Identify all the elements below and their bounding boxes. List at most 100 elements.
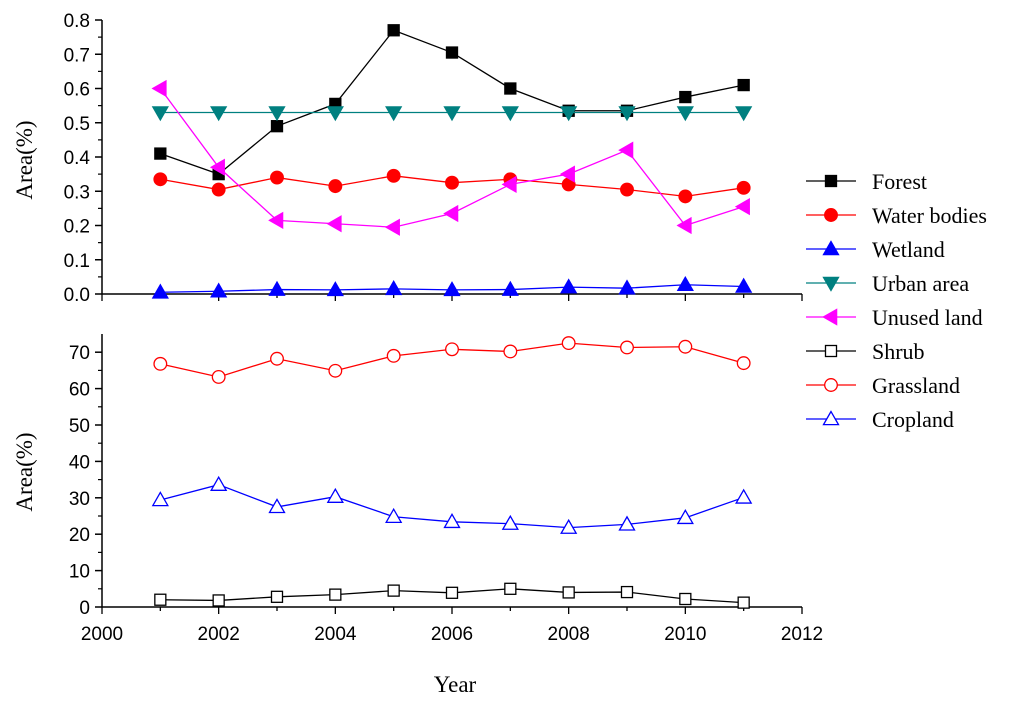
y-tick-label: 0.1	[64, 251, 90, 272]
data-point-urban-area	[443, 106, 461, 122]
data-point-shrub	[387, 584, 400, 597]
data-point-forest	[387, 24, 400, 37]
data-point-shrub	[212, 594, 225, 607]
data-point-water-bodies	[211, 182, 226, 197]
legend-item-urban-area: Urban area	[806, 271, 969, 296]
data-point-grassland	[503, 344, 518, 359]
legend-label: Urban area	[872, 271, 969, 296]
y-tick-label: 0.0	[64, 285, 90, 306]
legend-item-shrub: Shrub	[806, 339, 925, 364]
data-point-unused-land	[734, 198, 750, 216]
x-tick-label: 2010	[664, 624, 706, 645]
data-point-forest	[737, 78, 750, 92]
legend-marker	[824, 208, 838, 222]
data-point-wetland	[501, 280, 519, 296]
data-point-grassland	[561, 336, 576, 351]
data-point-water-bodies	[328, 179, 343, 194]
data-point-water-bodies	[386, 168, 401, 183]
data-point-shrub	[620, 585, 634, 599]
data-point-wetland	[326, 281, 344, 297]
legend-marker	[822, 410, 840, 426]
legend-item-grassland: Grassland	[806, 373, 960, 398]
data-point-grassland	[445, 342, 459, 357]
data-point-water-bodies	[678, 189, 693, 204]
legend-label: Shrub	[872, 339, 925, 364]
legend-item-water-bodies: Water bodies	[806, 203, 987, 228]
data-point-urban-area	[501, 106, 519, 122]
legend-marker	[822, 276, 840, 292]
data-point-forest	[504, 82, 517, 95]
data-point-wetland	[268, 280, 286, 296]
data-point-cropland	[501, 514, 519, 530]
data-point-grassland	[678, 339, 693, 354]
data-point-unused-land	[443, 204, 459, 223]
legend-item-wetland: Wetland	[806, 237, 945, 262]
y-tick-label: 50	[69, 416, 90, 437]
y-tick-label: 0.4	[64, 148, 91, 169]
data-point-wetland	[735, 277, 753, 293]
data-point-wetland	[385, 280, 403, 296]
top-panel: 0.0 0.1 0.2 0.3 0.4 0.5 0.6 0.7 0.8 Area(%)	[12, 11, 803, 306]
data-point-water-bodies	[620, 182, 634, 197]
data-point-shrub	[445, 586, 459, 599]
x-tick-label: 2008	[548, 624, 590, 645]
data-point-wetland	[443, 281, 461, 297]
legend-label: Forest	[872, 169, 927, 194]
data-point-cropland	[618, 515, 636, 531]
data-point-unused-land	[618, 141, 634, 159]
data-point-water-bodies	[445, 175, 459, 190]
y-tick-label: 0.3	[64, 182, 90, 203]
bottom-panel: 0 10 20 30 40 50 60 70 2000 2002 2004 2006 2008 2010 2…	[12, 334, 823, 697]
data-point-shrub	[504, 582, 517, 595]
y-tick-label: 40	[69, 452, 90, 473]
data-point-shrub	[562, 586, 575, 599]
y-tick-label: 0.5	[64, 114, 90, 135]
data-point-grassland	[620, 340, 634, 355]
y-tick-label: 0.8	[64, 11, 90, 32]
legend-item-forest: Forest	[806, 169, 927, 194]
legend-marker	[824, 174, 838, 188]
legend-marker	[822, 308, 838, 326]
data-point-shrub	[329, 588, 342, 601]
data-point-unused-land	[384, 218, 400, 236]
legend-item-unused-land: Unused land	[806, 305, 983, 330]
y-tick-label: 70	[69, 343, 90, 364]
data-point-urban-area	[385, 106, 403, 122]
legend-label: Cropland	[872, 407, 954, 432]
series-grassland	[153, 336, 751, 384]
x-tick-label: 2006	[431, 624, 473, 645]
legend-label: Grassland	[872, 373, 960, 398]
data-point-urban-area	[618, 106, 636, 122]
series-urban-area	[151, 106, 753, 122]
data-point-forest	[679, 90, 692, 104]
legend-marker	[822, 240, 840, 256]
series-forest	[154, 24, 750, 181]
data-point-forest	[270, 120, 284, 133]
data-point-water-bodies	[270, 170, 284, 185]
data-point-grassland	[328, 363, 343, 378]
data-point-urban-area	[326, 106, 344, 122]
data-point-cropland	[385, 507, 403, 524]
data-point-urban-area	[151, 106, 169, 122]
legend: Forest Water bodies Wetland Urban area Unuse…	[806, 169, 987, 432]
y-axis-title: Area(%)	[12, 432, 37, 511]
data-point-urban-area	[268, 106, 286, 122]
legend-label: Wetland	[872, 237, 945, 262]
data-point-unused-land	[268, 211, 284, 229]
data-point-wetland	[560, 278, 578, 294]
data-point-shrub	[154, 593, 167, 606]
data-point-cropland	[326, 487, 344, 503]
data-point-unused-land	[501, 175, 517, 194]
data-point-grassland	[270, 351, 284, 366]
x-axis-title: Year	[434, 672, 477, 697]
y-tick-label: 0	[79, 598, 90, 619]
data-point-unused-land	[676, 216, 692, 235]
data-point-unused-land	[209, 158, 225, 176]
data-point-shrub	[679, 592, 692, 606]
y-tick-label: 60	[69, 380, 90, 401]
data-point-cropland	[735, 488, 753, 504]
y-tick-label: 10	[69, 562, 90, 583]
data-point-water-bodies	[153, 172, 168, 187]
data-point-wetland	[618, 279, 636, 295]
x-tick-label: 2000	[81, 624, 123, 645]
